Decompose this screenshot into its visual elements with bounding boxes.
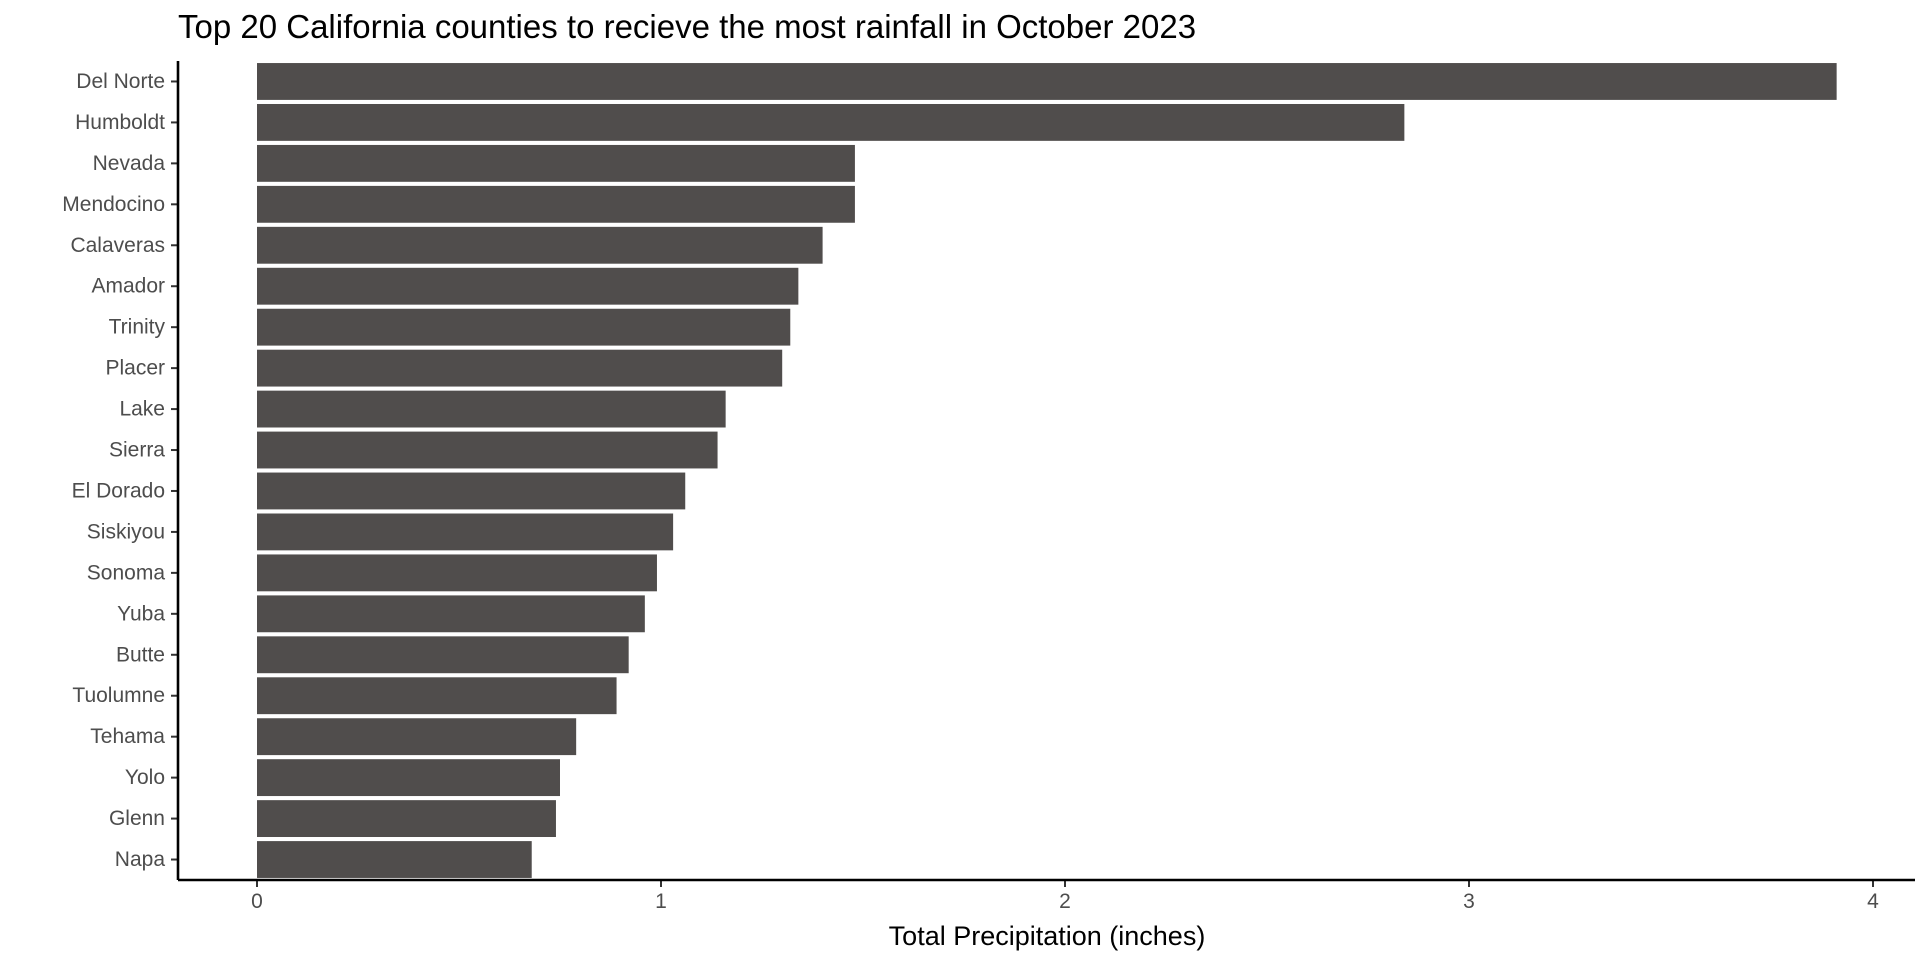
bar-siskiyou: [257, 513, 674, 551]
x-tick-label: 2: [1059, 890, 1071, 913]
bar-placer: [257, 349, 783, 387]
x-tick-label: 0: [251, 890, 263, 913]
bar-lake: [257, 390, 726, 428]
bar-del-norte: [257, 63, 1837, 100]
bars-layer: [257, 63, 1837, 878]
bar-mendocino: [257, 185, 855, 223]
x-tick-label: 4: [1867, 890, 1879, 913]
y-tick-label: Napa: [115, 848, 166, 871]
x-axis-title: Total Precipitation (inches): [889, 921, 1206, 951]
bar-sierra: [257, 431, 718, 469]
x-tick-label: 1: [655, 890, 667, 913]
bar-sonoma: [257, 554, 657, 592]
bar-trinity: [257, 308, 791, 346]
y-tick-label: Tehama: [90, 725, 165, 748]
bar-glenn: [257, 800, 556, 838]
y-tick-label: Tuolumne: [72, 684, 165, 707]
y-tick-label: Calaveras: [70, 234, 165, 257]
bar-calaveras: [257, 226, 823, 264]
bar-tuolumne: [257, 677, 617, 715]
bar-nevada: [257, 144, 855, 182]
y-tick-label: Yolo: [125, 766, 165, 789]
y-tick-label: Del Norte: [76, 70, 165, 93]
y-tick-label: Trinity: [109, 316, 166, 339]
bar-humboldt: [257, 103, 1405, 141]
y-tick-label: Placer: [105, 357, 165, 380]
bar-yolo: [257, 759, 560, 797]
y-tick-label: Nevada: [93, 152, 166, 175]
bar-napa: [257, 841, 532, 878]
y-tick-label: Sierra: [109, 439, 165, 462]
y-tick-label: El Dorado: [72, 479, 165, 502]
y-tick-label: Butte: [116, 643, 165, 666]
y-axis-ticks: Del Norte Humboldt Nevada Mendocino Calavera…: [62, 70, 178, 871]
bar-butte: [257, 636, 629, 674]
y-tick-label: Humboldt: [75, 111, 165, 134]
bar-amador: [257, 267, 799, 305]
chart-title: Top 20 California counties to recieve th…: [178, 8, 1196, 45]
bar-el-dorado: [257, 472, 686, 510]
y-tick-label: Lake: [119, 398, 165, 421]
x-tick-label: 3: [1463, 890, 1475, 913]
bar-yuba: [257, 595, 645, 633]
y-tick-label: Glenn: [109, 807, 165, 830]
bar-tehama: [257, 718, 577, 756]
y-tick-label: Sonoma: [87, 561, 166, 584]
y-tick-label: Mendocino: [62, 193, 165, 216]
y-tick-label: Yuba: [117, 602, 165, 625]
y-tick-label: Siskiyou: [87, 520, 165, 543]
y-tick-label: Amador: [91, 275, 165, 298]
